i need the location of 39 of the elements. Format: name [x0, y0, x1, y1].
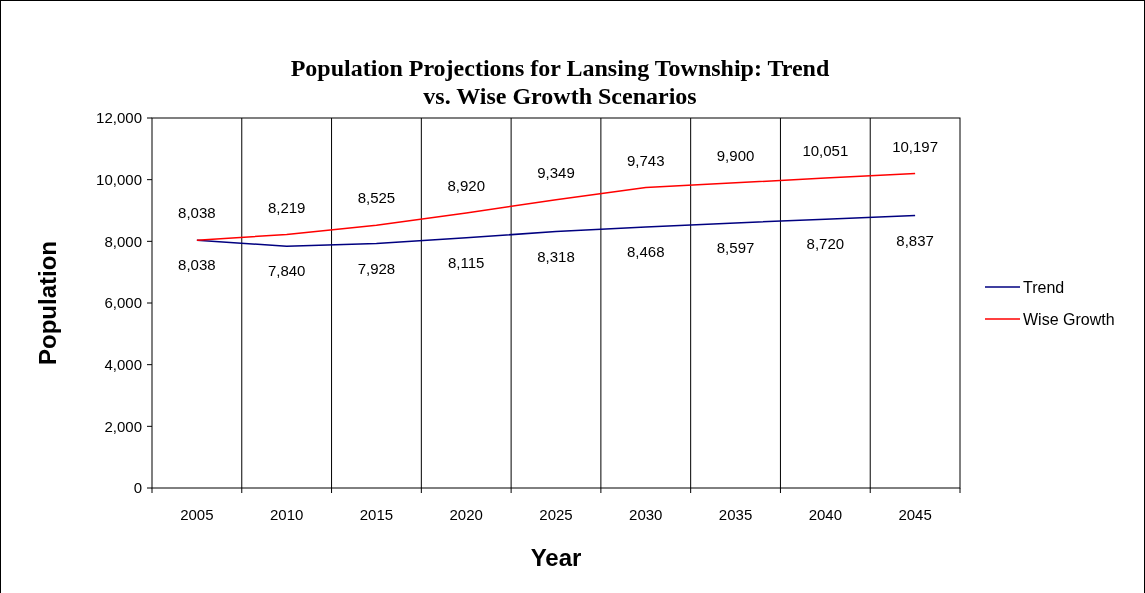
x-tick-label: 2015 — [359, 506, 394, 523]
x-tick-label: 2035 — [718, 506, 753, 523]
y-tick-label: 0 — [133, 479, 142, 497]
y-tick-label: 10,000 — [96, 170, 142, 188]
x-tick-label: 2030 — [629, 506, 663, 523]
x-tick-label: 2010 — [269, 506, 304, 523]
data-label: 8,597 — [716, 238, 755, 256]
data-label: 9,900 — [716, 146, 755, 164]
x-tick-label: 2045 — [898, 506, 932, 523]
data-label: 8,038 — [178, 256, 216, 274]
y-tick-label: 2,000 — [104, 417, 142, 435]
data-label: 8,115 — [448, 253, 485, 271]
x-tick-label: 2025 — [539, 506, 573, 523]
legend-label: Wise Growth — [1023, 310, 1115, 328]
legend-label: Trend — [1023, 278, 1065, 296]
chart-title: Population Projections for Lansing Township: Trend vs. Wise Growth Scenarios — [290, 55, 830, 109]
data-label: 10,197 — [892, 137, 939, 155]
data-label: 7,840 — [267, 262, 306, 280]
x-axis-title: Year — [530, 544, 582, 571]
data-label: 8,038 — [178, 204, 216, 222]
y-tick-label: 12,000 — [96, 109, 142, 127]
data-label: 10,051 — [802, 142, 849, 160]
data-label: 8,837 — [896, 231, 934, 249]
data-label: 9,349 — [537, 163, 575, 181]
data-label: 8,468 — [627, 242, 665, 260]
y-tick-label: 8,000 — [104, 232, 142, 250]
y-tick-label: 4,000 — [104, 355, 142, 373]
y-tick-label: 6,000 — [104, 294, 142, 312]
x-tick-label: 2020 — [449, 506, 483, 523]
data-label: 8,920 — [447, 176, 485, 194]
data-label: 9,743 — [627, 151, 665, 169]
data-label: 8,219 — [267, 198, 306, 216]
y-axis-title: Population — [34, 241, 61, 365]
data-label: 8,720 — [806, 235, 845, 253]
data-label: 8,318 — [537, 247, 575, 265]
x-tick-label: 2040 — [808, 506, 843, 523]
data-label: 7,928 — [357, 259, 396, 277]
data-label: 8,525 — [357, 189, 396, 207]
x-tick-label: 2005 — [180, 506, 214, 523]
